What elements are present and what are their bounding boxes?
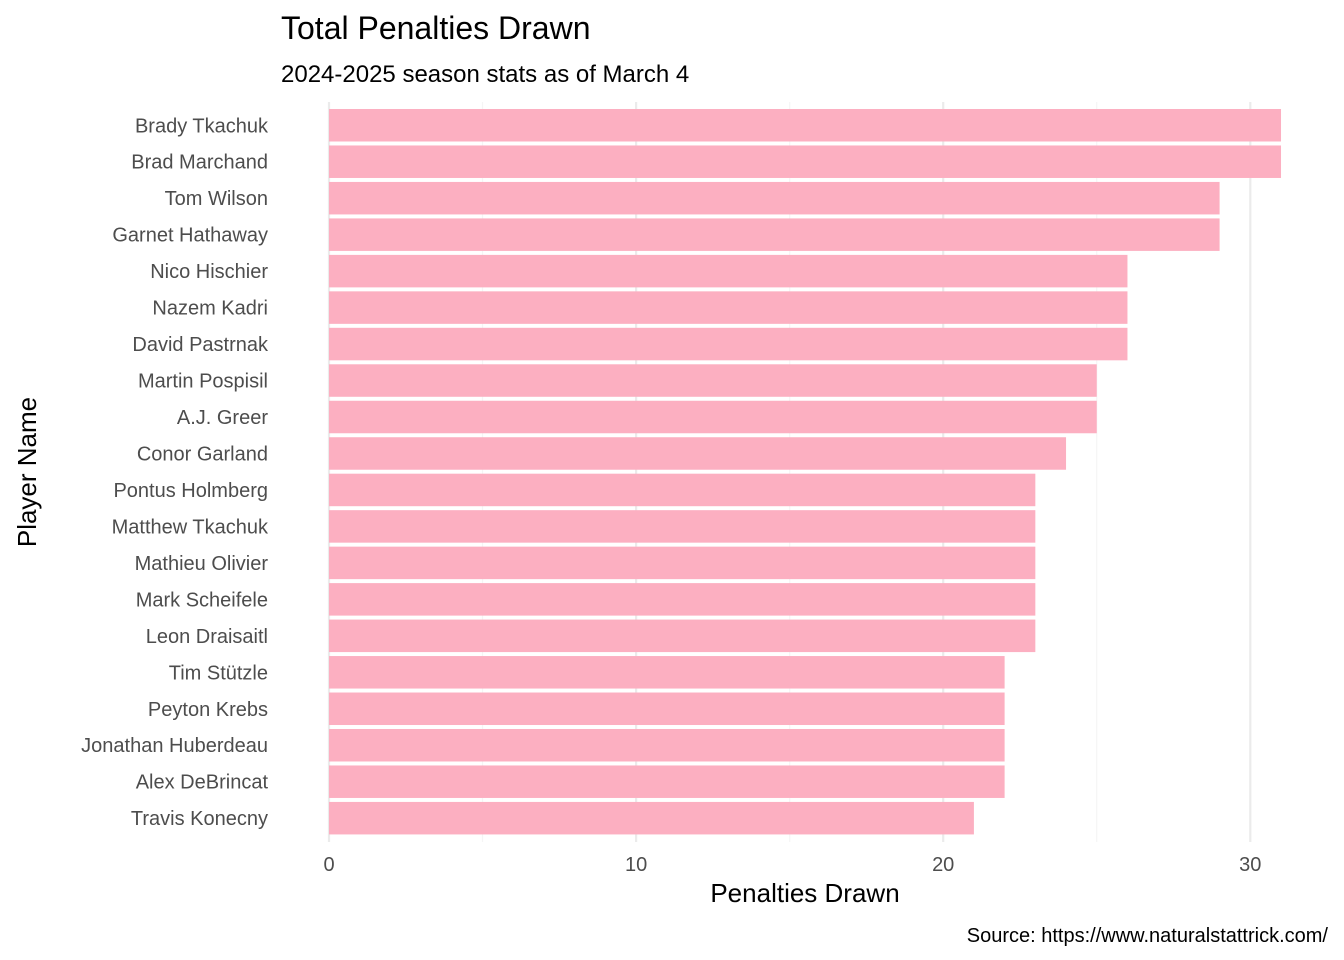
bar — [329, 254, 1128, 288]
bar — [329, 801, 974, 835]
bar — [329, 109, 1282, 142]
bar — [329, 327, 1128, 361]
y-tick-label: A.J. Greer — [177, 407, 268, 429]
chart-title: Total Penalties Drawn — [281, 10, 590, 46]
bar — [329, 364, 1097, 397]
bars — [329, 109, 1282, 835]
y-tick-label: Mathieu Olivier — [135, 553, 269, 575]
bar — [329, 218, 1220, 251]
y-tick-label: Travis Konecny — [131, 808, 268, 830]
bar — [329, 692, 1005, 726]
y-axis-title: Player Name — [12, 397, 42, 547]
y-tick-label: Tim Stützle — [169, 662, 268, 684]
y-tick-label: Conor Garland — [137, 443, 268, 465]
y-tick-label: Martin Pospisil — [138, 371, 268, 393]
bar — [329, 619, 1036, 653]
x-tick-label: 30 — [1239, 854, 1261, 876]
bar — [329, 400, 1097, 434]
x-tick-label: 0 — [323, 854, 334, 876]
y-tick-label: Garnet Hathaway — [112, 225, 268, 247]
bar — [329, 765, 1005, 798]
bar — [329, 728, 1005, 762]
bar — [329, 656, 1005, 689]
bar — [329, 583, 1036, 616]
y-tick-label: Jonathan Huberdeau — [81, 735, 268, 757]
bar — [329, 473, 1036, 507]
y-tick-labels: Brady Tkachuk Brad Marchand Tom Wilson Garn… — [81, 115, 269, 830]
y-tick-label: Mark Scheifele — [136, 589, 268, 611]
y-tick-label: Leon Draisaitl — [146, 626, 268, 648]
bar — [329, 145, 1282, 178]
y-tick-label: Tom Wilson — [165, 188, 268, 210]
y-tick-label: Alex DeBrincat — [136, 772, 269, 794]
x-tick-label: 20 — [932, 854, 954, 876]
bar — [329, 291, 1128, 324]
chart-subtitle: 2024-2025 season stats as of March 4 — [281, 61, 689, 88]
y-tick-label: David Pastrnak — [132, 334, 269, 356]
source-caption: Source: https://www.naturalstattrick.com… — [967, 925, 1329, 947]
y-tick-label: Matthew Tkachuk — [112, 516, 269, 538]
y-tick-label: Pontus Holmberg — [113, 480, 268, 502]
x-tick-label: 10 — [625, 854, 647, 876]
x-axis-title: Penalties Drawn — [710, 878, 899, 908]
y-tick-label: Brad Marchand — [131, 152, 268, 174]
y-tick-label: Brady Tkachuk — [135, 115, 269, 137]
x-tick-labels: 0 10 20 30 — [323, 854, 1261, 876]
bar — [329, 181, 1220, 215]
bar — [329, 437, 1067, 470]
y-tick-label: Nazem Kadri — [152, 298, 268, 320]
y-tick-label: Nico Hischier — [150, 261, 268, 283]
bar — [329, 546, 1036, 580]
bar — [329, 510, 1036, 543]
y-tick-label: Peyton Krebs — [148, 699, 268, 721]
